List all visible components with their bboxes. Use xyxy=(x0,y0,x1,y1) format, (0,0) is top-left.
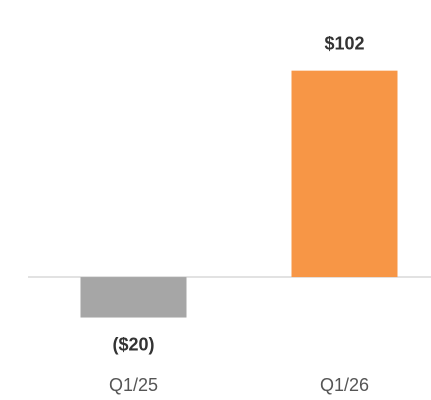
value-label: $102 xyxy=(324,33,364,53)
bar xyxy=(291,70,398,278)
x-tick-label: Q1/25 xyxy=(109,375,158,395)
value-label: ($20) xyxy=(112,334,154,354)
x-tick-label: Q1/26 xyxy=(320,375,369,395)
bar xyxy=(80,277,187,318)
